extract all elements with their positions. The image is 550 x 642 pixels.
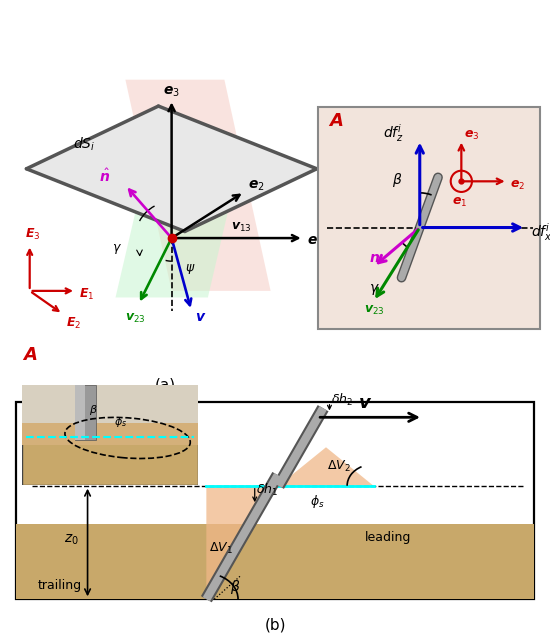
Text: $\delta h_2$: $\delta h_2$ xyxy=(331,392,353,408)
Polygon shape xyxy=(26,106,317,232)
Text: leading: leading xyxy=(365,532,411,544)
Polygon shape xyxy=(206,486,272,599)
Text: $\boldsymbol{v}$: $\boldsymbol{v}$ xyxy=(358,394,372,412)
Polygon shape xyxy=(278,447,373,486)
Text: $\gamma$: $\gamma$ xyxy=(369,282,379,297)
Polygon shape xyxy=(22,385,198,485)
Text: A: A xyxy=(329,112,344,130)
Text: $\boldsymbol{v}_{23}$: $\boldsymbol{v}_{23}$ xyxy=(125,311,146,325)
Polygon shape xyxy=(125,80,271,291)
Text: $\boldsymbol{v}_{23}$: $\boldsymbol{v}_{23}$ xyxy=(364,304,385,317)
Text: $\boldsymbol{e}_2$: $\boldsymbol{e}_2$ xyxy=(248,178,264,193)
Polygon shape xyxy=(16,525,534,599)
Text: $\delta h_1$: $\delta h_1$ xyxy=(256,482,279,498)
Text: $\boldsymbol{e}_3$: $\boldsymbol{e}_3$ xyxy=(163,85,180,99)
Polygon shape xyxy=(75,385,96,440)
Text: $\phi_s$: $\phi_s$ xyxy=(113,415,127,429)
Text: $\boldsymbol{e}_1$: $\boldsymbol{e}_1$ xyxy=(452,195,468,209)
Text: $z_0$: $z_0$ xyxy=(64,532,79,547)
Text: $df_x^i$: $df_x^i$ xyxy=(531,221,550,243)
Polygon shape xyxy=(318,107,540,329)
Text: $\boldsymbol{e}_3$: $\boldsymbol{e}_3$ xyxy=(464,128,479,141)
Text: $df_z^i$: $df_z^i$ xyxy=(383,122,404,144)
Text: $\beta$: $\beta$ xyxy=(230,578,240,596)
Text: $\boldsymbol{n}$: $\boldsymbol{n}$ xyxy=(369,251,380,265)
Text: $\psi$: $\psi$ xyxy=(185,262,195,276)
Text: $\boldsymbol{E}_1$: $\boldsymbol{E}_1$ xyxy=(79,286,95,302)
Text: $\boldsymbol{v}$: $\boldsymbol{v}$ xyxy=(195,309,206,324)
Text: (b): (b) xyxy=(264,617,286,632)
Text: $\beta$: $\beta$ xyxy=(392,171,403,189)
Polygon shape xyxy=(22,423,198,445)
Polygon shape xyxy=(75,385,85,440)
Polygon shape xyxy=(22,385,198,423)
Text: trailing: trailing xyxy=(37,578,81,591)
Text: $dS_i$: $dS_i$ xyxy=(73,136,95,153)
Text: $\gamma$: $\gamma$ xyxy=(112,242,122,256)
Text: $\hat{\boldsymbol{n}}$: $\hat{\boldsymbol{n}}$ xyxy=(99,168,110,185)
Text: A: A xyxy=(23,346,37,364)
Text: $\boldsymbol{e}_2$: $\boldsymbol{e}_2$ xyxy=(510,179,525,193)
Polygon shape xyxy=(16,403,534,599)
Polygon shape xyxy=(116,198,231,297)
Text: $\beta$: $\beta$ xyxy=(89,403,98,417)
Text: $\boldsymbol{E}_3$: $\boldsymbol{E}_3$ xyxy=(25,227,40,242)
Text: (a): (a) xyxy=(155,378,175,393)
Text: $\Delta V_2$: $\Delta V_2$ xyxy=(327,458,351,474)
Text: $\boldsymbol{v}_{13}$: $\boldsymbol{v}_{13}$ xyxy=(231,221,252,234)
Text: $\boldsymbol{E}_2$: $\boldsymbol{E}_2$ xyxy=(66,316,81,331)
Text: $\phi_s$: $\phi_s$ xyxy=(310,493,325,510)
Text: $\Delta V_1$: $\Delta V_1$ xyxy=(209,541,233,556)
Text: $\boldsymbol{e}_1$: $\boldsymbol{e}_1$ xyxy=(307,235,324,249)
